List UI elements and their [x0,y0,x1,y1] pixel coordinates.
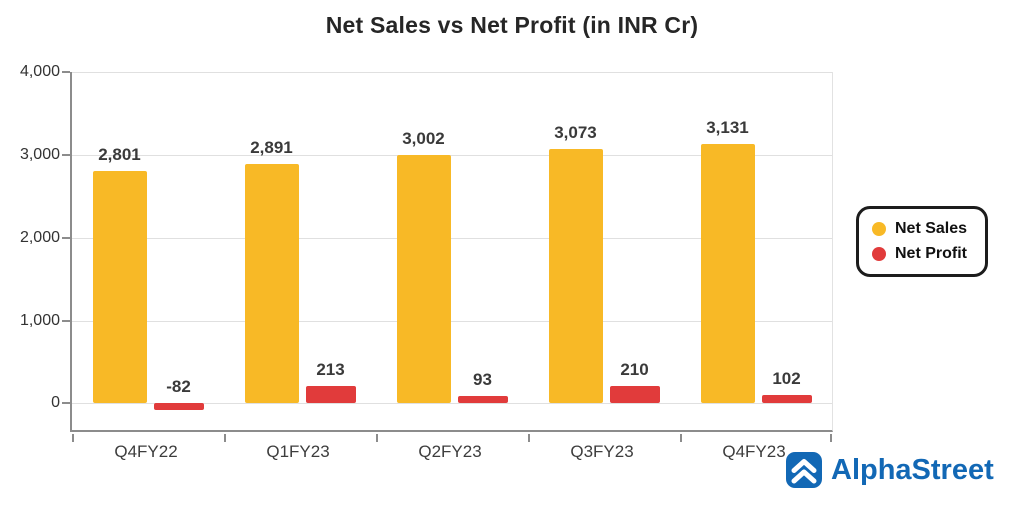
legend-label-net-profit: Net Profit [895,245,967,262]
y-axis-label: 1,000 [19,311,60,329]
x-axis-tick [528,434,530,442]
bar-net-profit-q3fy23 [609,386,660,404]
value-label-net-profit-q1fy23: 213 [316,359,345,379]
gridline-2000 [72,237,832,239]
x-axis-label-q4fy23: Q4FY23 [722,442,786,461]
bar-net-sales-q3fy23 [548,148,603,404]
y-axis-tick [62,236,70,239]
x-axis-labels: Q4FY22 Q1FY23 Q2FY23 Q3FY23 Q4FY23 [70,442,830,466]
x-axis-tick [72,434,74,442]
value-label-net-profit-q2fy23: 93 [473,369,492,389]
x-axis-label-q2fy23: Q2FY23 [418,442,482,461]
y-axis-label: 3,000 [19,145,60,163]
bar-net-sales-q4fy23 [700,144,755,404]
gridline-0 [72,403,832,405]
legend-item-net-sales: Net Sales [872,220,967,238]
net-sales-swatch-icon [872,222,886,236]
x-axis-tick [376,434,378,442]
alphastreet-logo-text: AlphaStreet [831,454,994,486]
x-axis-tick [680,434,682,442]
legend-label-net-sales: Net Sales [895,220,968,237]
alphastreet-logo: AlphaStreet [784,450,994,490]
y-axis-tick [62,71,70,73]
x-axis-label-q1fy23: Q1FY23 [266,442,330,461]
net-profit-swatch-icon [872,247,886,261]
plot-area: 2,801 -82 2,891 213 3,002 93 3,073 210 3,131 102 [62,71,833,442]
y-axis-label: 4,000 [19,63,60,80]
legend-item-net-profit: Net Profit [872,245,967,263]
bar-net-sales-q2fy23 [396,154,451,404]
value-label-net-sales-q3fy23: 3,073 [554,122,597,142]
value-label-net-profit-q3fy23: 210 [620,360,649,380]
y-axis-label: 2,000 [19,228,60,246]
value-label-net-profit-q4fy23: 102 [772,369,801,389]
y-axis-label: 0 [51,394,60,412]
y-axis-tick [62,319,70,322]
x-axis-label-q3fy23: Q3FY23 [570,442,634,461]
bar-net-sales-q4fy22 [92,171,147,404]
legend: Net Sales Net Profit [856,206,989,277]
value-label-net-sales-q1fy23: 2,891 [250,137,293,157]
bar-net-profit-q1fy23 [305,385,356,404]
bar-net-profit-q2fy23 [457,395,508,404]
gridline-4000 [72,72,832,73]
value-label-net-sales-q4fy23: 3,131 [706,118,749,137]
bar-net-profit-q4fy22 [153,403,204,411]
value-label-net-sales-q2fy23: 3,002 [402,128,445,148]
y-axis-labels: 0 1,000 2,000 3,000 4,000 [0,63,60,430]
bar-net-profit-q4fy23 [761,395,812,404]
x-axis-tick [830,434,832,442]
y-axis-tick [62,153,70,156]
alphastreet-logo-icon [786,452,822,488]
x-axis-label-q4fy22: Q4FY22 [114,442,178,461]
value-label-net-profit-q4fy22: -82 [166,377,191,397]
gridline-1000 [72,320,832,322]
chart-title: Net Sales vs Net Profit (in INR Cr) [325,12,699,38]
gridline-3000 [72,154,832,156]
x-axis-tick [224,434,226,442]
bar-net-sales-q1fy23 [244,163,299,404]
y-axis-tick [62,402,70,405]
value-label-net-sales-q4fy22: 2,801 [98,145,141,165]
